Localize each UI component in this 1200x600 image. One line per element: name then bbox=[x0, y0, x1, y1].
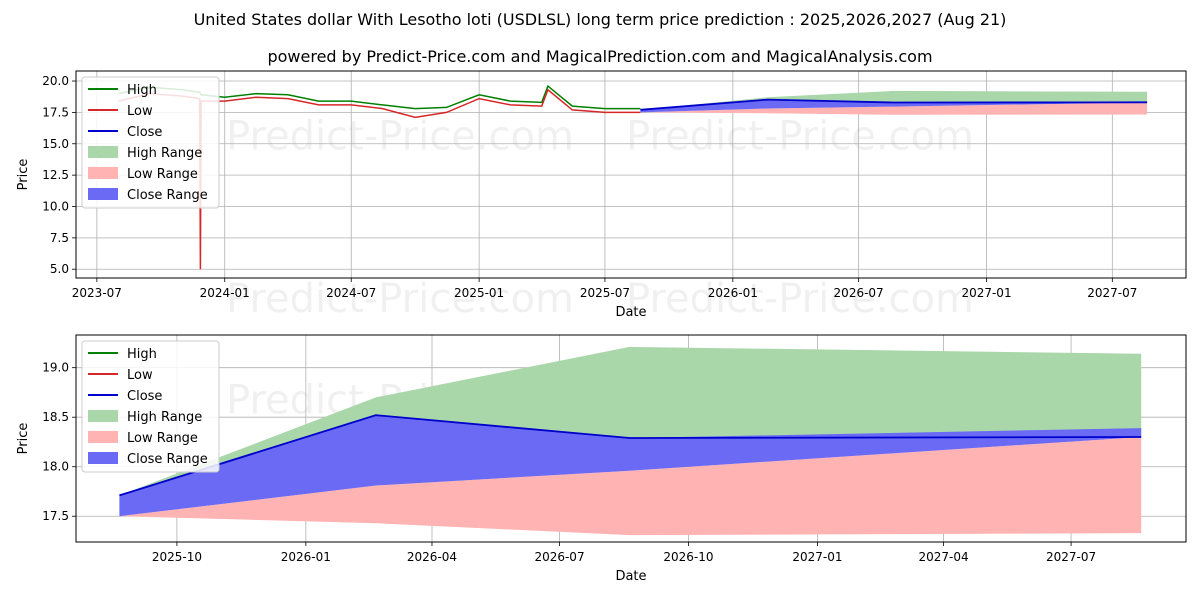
watermark-text: Predict-Price.com bbox=[226, 276, 574, 322]
y-tick-label: 12.5 bbox=[42, 168, 69, 182]
legend-swatch bbox=[88, 410, 118, 422]
legend-swatch bbox=[88, 167, 118, 179]
x-tick-label: 2025-01 bbox=[454, 286, 504, 300]
x-tick-label: 2026-10 bbox=[663, 550, 713, 564]
x-tick-label: 2027-07 bbox=[1046, 550, 1096, 564]
y-tick-label: 17.5 bbox=[42, 509, 69, 523]
x-tick-label: 2025-07 bbox=[580, 286, 630, 300]
bottom-chart-panel: Predict-Price.comPredict-Price.com2025-1… bbox=[16, 334, 1187, 584]
legend-label: Low Range bbox=[127, 167, 198, 182]
x-tick-label: 2027-04 bbox=[918, 550, 968, 564]
y-tick-label: 17.5 bbox=[42, 105, 69, 119]
y-tick-label: 5.0 bbox=[50, 262, 69, 276]
x-tick-label: 2024-07 bbox=[326, 286, 376, 300]
x-tick-label: 2026-04 bbox=[407, 550, 457, 564]
chart-subtitle: powered by Predict-Price.com and Magical… bbox=[267, 47, 932, 66]
legend-label: Low bbox=[127, 368, 153, 383]
watermark-text: Predict-Price.com bbox=[626, 114, 974, 160]
chart-title: United States dollar With Lesotho loti (… bbox=[194, 10, 1007, 29]
x-tick-label: 2027-07 bbox=[1087, 286, 1137, 300]
y-tick-label: 10.0 bbox=[42, 199, 69, 213]
x-tick-label: 2026-01 bbox=[708, 286, 758, 300]
plot-frame bbox=[75, 334, 1187, 543]
close-series-line bbox=[640, 98, 1148, 111]
legend-label: High bbox=[127, 83, 157, 98]
y-tick-label: 15.0 bbox=[42, 137, 69, 151]
x-axis-label: Date bbox=[615, 569, 646, 584]
high-range-band bbox=[640, 90, 1148, 110]
x-tick-label: 2023-07 bbox=[72, 286, 122, 300]
low-range-band bbox=[119, 437, 1142, 536]
x-tick-label: 2026-07 bbox=[534, 550, 584, 564]
legend-swatch bbox=[88, 431, 118, 443]
y-tick-label: 19.0 bbox=[42, 361, 69, 375]
x-tick-label: 2027-01 bbox=[961, 286, 1011, 300]
legend-label: Close bbox=[127, 125, 162, 140]
legend-label: High Range bbox=[127, 410, 202, 425]
x-tick-label: 2026-07 bbox=[834, 286, 884, 300]
x-axis-label: Date bbox=[615, 305, 646, 320]
y-tick-label: 18.5 bbox=[42, 410, 69, 424]
x-tick-label: 2025-10 bbox=[152, 550, 202, 564]
x-tick-label: 2024-01 bbox=[200, 286, 250, 300]
x-tick-label: 2027-01 bbox=[792, 550, 842, 564]
top-chart-panel: Predict-Price.com Predict-Price.com Predic… bbox=[16, 70, 1187, 322]
watermark-text: Predict-Price.com bbox=[226, 114, 574, 160]
legend-label: Low bbox=[127, 104, 153, 119]
legend-swatch bbox=[88, 146, 118, 158]
legend-label: Low Range bbox=[127, 431, 198, 446]
legend-label: Close bbox=[127, 389, 162, 404]
legend-swatch bbox=[88, 188, 118, 200]
watermark-text: Predict-Price.com bbox=[626, 276, 974, 322]
y-tick-label: 7.5 bbox=[50, 231, 69, 245]
legend-label: High bbox=[127, 347, 157, 362]
y-tick-label: 20.0 bbox=[42, 74, 69, 88]
x-tick-label: 2026-01 bbox=[281, 550, 331, 564]
legend-label: Close Range bbox=[127, 452, 208, 467]
y-axis-label: Price bbox=[16, 423, 31, 455]
plot-frame bbox=[75, 70, 1187, 279]
close-series-line bbox=[119, 414, 1142, 497]
legend-label: Close Range bbox=[127, 188, 208, 203]
y-axis-label: Price bbox=[16, 159, 31, 191]
legend-label: High Range bbox=[127, 146, 202, 161]
y-tick-label: 18.0 bbox=[42, 460, 69, 474]
legend-swatch bbox=[88, 452, 118, 464]
low-range-band bbox=[640, 102, 1148, 115]
close-range-band bbox=[119, 415, 1142, 517]
high-range-band bbox=[119, 346, 1142, 496]
